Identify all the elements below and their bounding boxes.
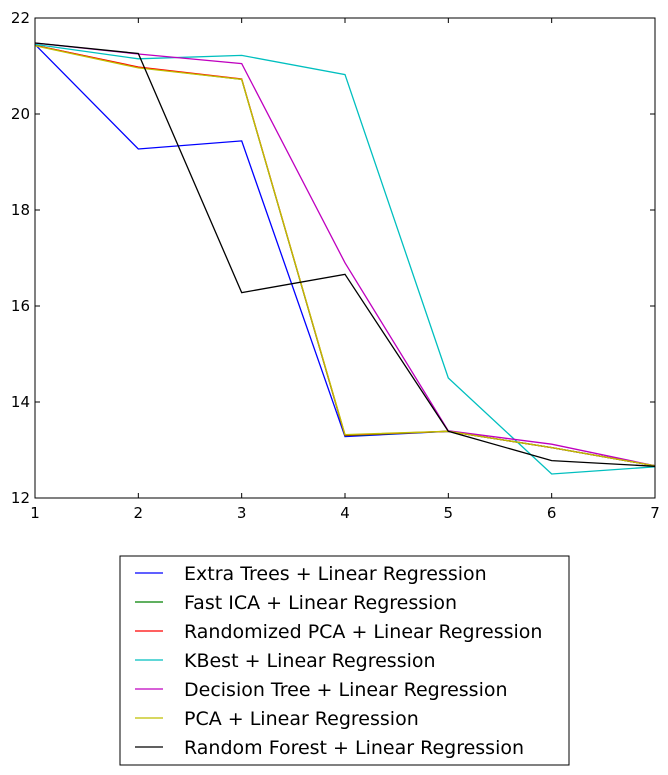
legend: Extra Trees + Linear Regression Fast ICA … — [119, 555, 570, 766]
y-tick-label-3: 18 — [11, 201, 30, 219]
y-tick-label-0: 12 — [11, 489, 30, 507]
legend-box — [119, 555, 570, 766]
series-lines — [34, 42, 656, 475]
legend-label-6: Random Forest + Linear Regression — [184, 737, 524, 759]
series-line-2 — [34, 44, 656, 467]
y-tick-label-4: 20 — [11, 105, 30, 123]
x-tick-label-4: 5 — [444, 504, 454, 522]
series-line-1 — [34, 44, 656, 467]
y-tick-label-2: 16 — [11, 297, 30, 315]
legend-label-5: PCA + Linear Regression — [184, 708, 419, 730]
y-tick-label-1: 14 — [11, 393, 30, 411]
series-line-6 — [34, 42, 656, 467]
series-line-5 — [34, 45, 656, 467]
series-line-4 — [34, 42, 656, 467]
y-tick-label-5: 22 — [11, 9, 30, 27]
plot-frame — [34, 17, 656, 499]
x-tick-label-1: 2 — [134, 504, 144, 522]
legend-label-0: Extra Trees + Linear Regression — [184, 563, 487, 585]
series-line-0 — [34, 43, 656, 467]
x-tick-label-0: 1 — [30, 504, 40, 522]
x-tick-label-3: 4 — [340, 504, 350, 522]
legend-label-1: Fast ICA + Linear Regression — [184, 592, 457, 614]
x-tick-label-5: 6 — [547, 504, 557, 522]
x-tick-label-6: 7 — [650, 504, 660, 522]
legend-label-4: Decision Tree + Linear Regression — [184, 679, 508, 701]
legend-label-3: KBest + Linear Regression — [184, 650, 436, 672]
legend-label-2: Randomized PCA + Linear Regression — [184, 621, 542, 643]
series-line-3 — [34, 43, 656, 475]
x-tick-label-2: 3 — [237, 504, 247, 522]
